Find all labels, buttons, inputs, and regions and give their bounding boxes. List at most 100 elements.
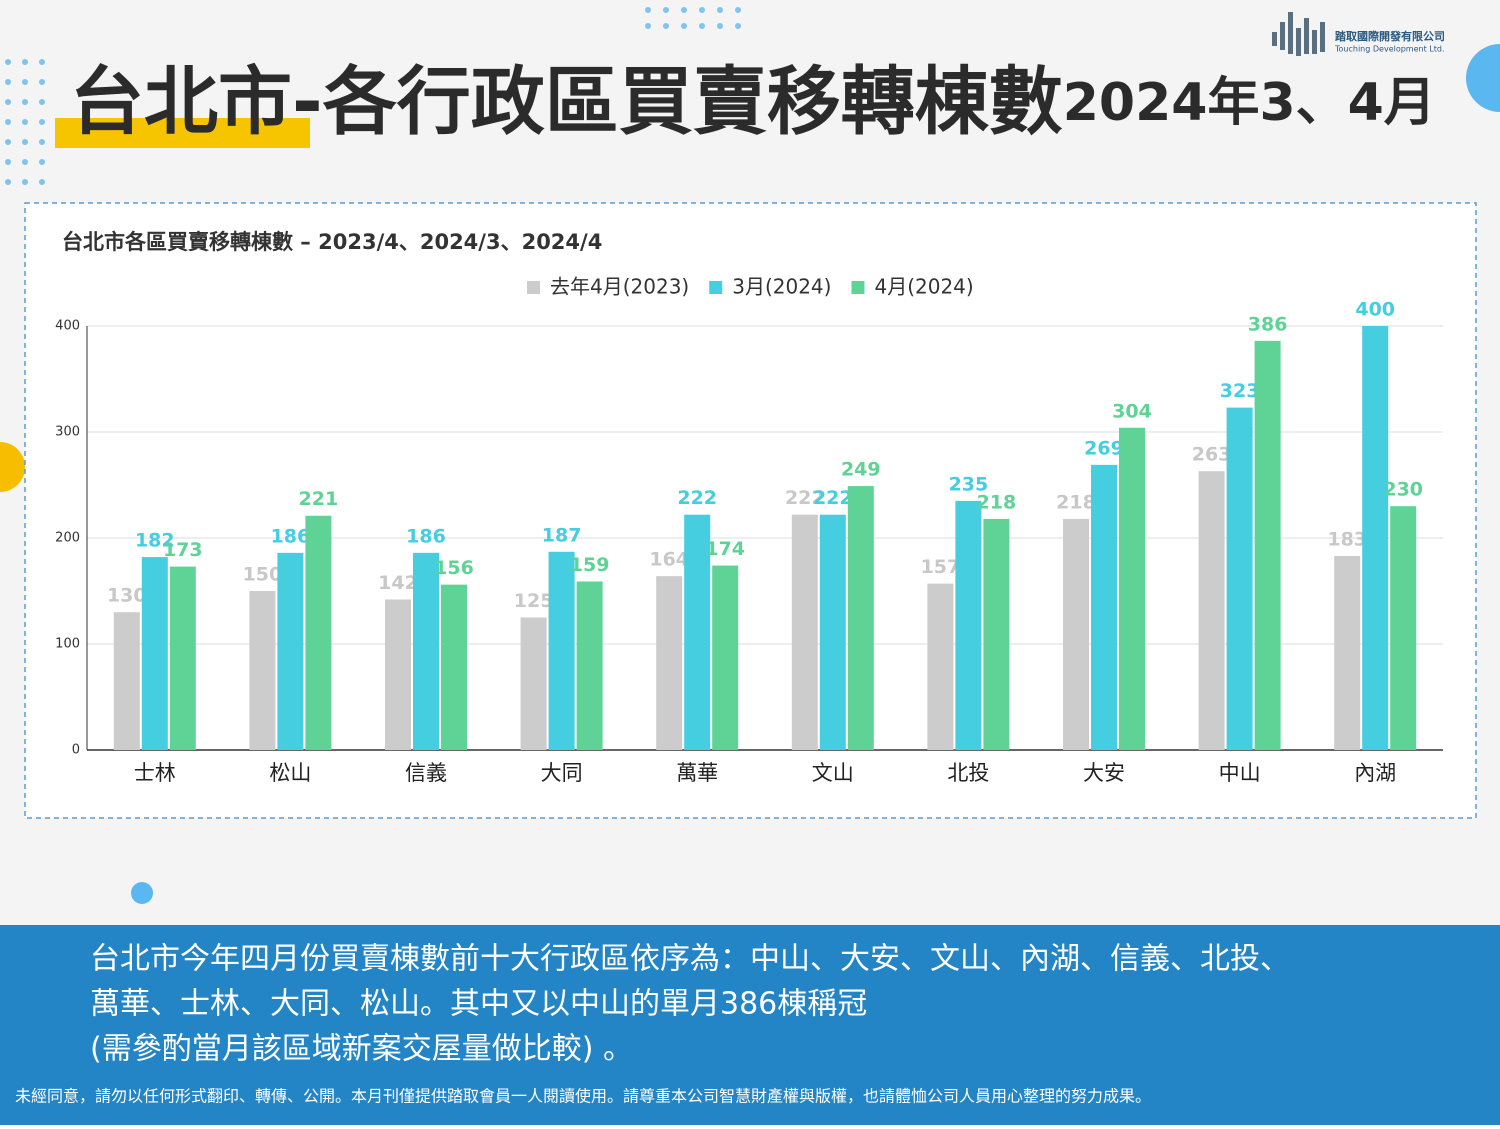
value-label: 183 (1327, 529, 1367, 551)
summary-line: 台北市今年四月份買賣棟數前十大行政區依序為：中山、大安、文山、內湖、信義、北投、 (90, 942, 1290, 977)
bar (983, 518, 1010, 750)
legend-label: 3月(2024) (732, 275, 831, 299)
value-label: 182 (135, 530, 175, 552)
bar (413, 552, 439, 750)
y-tick-label: 100 (55, 637, 80, 652)
title-main: 台北市-各行政區買賣移轉棟數 (70, 59, 1063, 145)
page-title: 台北市-各行政區買賣移轉棟數2024年3、4月 (70, 59, 1436, 145)
x-tick-label: 萬華 (676, 761, 718, 785)
legend-swatch (709, 281, 723, 294)
value-label: 186 (271, 525, 311, 547)
value-label: 249 (841, 459, 881, 481)
x-tick-label: 大同 (541, 761, 583, 785)
bar (656, 576, 683, 750)
summary: 台北市今年四月份買賣棟數前十大行政區依序為：中山、大安、文山、內湖、信義、北投、… (90, 942, 1290, 1067)
bar (576, 581, 603, 750)
bar (1334, 556, 1361, 750)
x-tick-label: 文山 (812, 761, 854, 785)
value-label: 142 (378, 572, 418, 594)
value-label: 156 (434, 557, 474, 579)
value-label: 218 (977, 491, 1017, 513)
bar (548, 551, 575, 750)
x-tick-label: 松山 (269, 761, 311, 785)
value-label: 263 (1192, 444, 1232, 466)
value-label: 386 (1248, 313, 1288, 335)
summary-band (0, 925, 1500, 1125)
dot-pattern (5, 7, 741, 185)
value-label: 222 (813, 487, 853, 509)
decor-circle (0, 442, 25, 492)
bar (249, 591, 276, 750)
logo-icon (1272, 12, 1325, 56)
value-label: 125 (514, 590, 554, 612)
value-label: 230 (1383, 479, 1423, 501)
value-label: 221 (299, 488, 339, 510)
bar (441, 584, 467, 750)
decor-circle (131, 882, 153, 904)
x-tick-label: 信義 (405, 761, 447, 785)
bar (1390, 506, 1417, 750)
summary-line: (需參酌當月該區域新案交屋量做比較) 。 (90, 1032, 633, 1067)
bar (1091, 464, 1117, 750)
value-label: 157 (921, 556, 961, 578)
legend-swatch (851, 281, 865, 294)
value-label: 222 (677, 487, 717, 509)
bar (819, 514, 846, 750)
title-highlight (55, 118, 310, 148)
y-tick-label: 400 (55, 319, 80, 334)
value-label: 164 (649, 549, 689, 571)
value-label: 174 (705, 538, 745, 560)
bar (520, 617, 547, 750)
value-label: 130 (107, 585, 147, 607)
bar (113, 612, 140, 750)
bar (305, 515, 332, 750)
chart-title: 台北市各區買賣移轉棟數 – 2023/4、2024/3、2024/4 (62, 230, 602, 254)
x-tick-label: 士林 (134, 761, 176, 785)
value-label: 150 (243, 564, 283, 586)
x-tick-label: 內湖 (1354, 761, 1396, 785)
bar (1119, 427, 1145, 750)
bar (1226, 407, 1253, 750)
summary-line: 萬華、士林、大同、松山。其中又以中山的單月386棟稱冠 (90, 987, 867, 1022)
logo-name: 踏取國際開發有限公司 (1335, 29, 1445, 43)
legend-swatch (527, 281, 540, 294)
value-label: 159 (570, 554, 610, 576)
x-tick-label: 北投 (947, 761, 989, 785)
bar (385, 599, 411, 750)
value-label: 186 (406, 525, 446, 547)
bar (169, 566, 196, 750)
value-label: 218 (1056, 491, 1096, 513)
bar (927, 583, 954, 750)
bar (141, 557, 168, 750)
x-tick-label: 大安 (1083, 761, 1125, 785)
bar (1254, 340, 1281, 750)
y-tick-label: 300 (55, 425, 80, 440)
bar (1063, 518, 1089, 750)
bar (277, 552, 304, 750)
value-label: 235 (949, 473, 989, 495)
value-label: 269 (1084, 437, 1124, 459)
legend-label: 4月(2024) (874, 275, 973, 299)
value-label: 222 (785, 487, 825, 509)
y-tick-label: 200 (55, 531, 80, 546)
chart: 0 100 200 300 400 去年4月(2023) 3月(2024) 4月(2024) 士… (55, 275, 1443, 785)
bar (1198, 471, 1225, 750)
value-label: 304 (1112, 400, 1152, 422)
value-label: 187 (542, 524, 582, 546)
logo-subtitle: Touching Development Ltd. (1334, 45, 1445, 54)
value-label: 173 (163, 539, 203, 561)
bar (791, 514, 818, 750)
value-label: 400 (1355, 299, 1395, 321)
title-suffix: 2024年3、4月 (1063, 73, 1436, 133)
bar (847, 486, 874, 750)
bar (955, 500, 982, 750)
x-tick-label: 中山 (1219, 761, 1261, 785)
value-label: 323 (1220, 380, 1260, 402)
bar (712, 565, 739, 750)
bar (1362, 326, 1389, 750)
disclaimer: 未經同意，請勿以任何形式翻印、轉傳、公開。本月刊僅提供踏取會員一人閱讀使用。請尊… (15, 1087, 1151, 1106)
bar (684, 514, 711, 750)
legend-label: 去年4月(2023) (550, 275, 689, 299)
y-tick-label: 0 (72, 743, 80, 758)
